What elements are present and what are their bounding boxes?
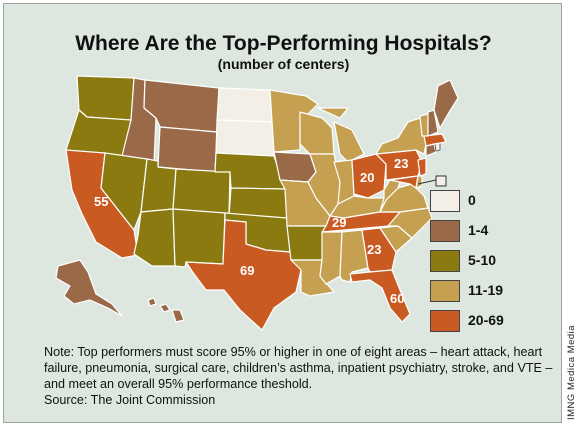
state-ME: [433, 79, 459, 129]
state-NH: [427, 109, 439, 137]
state-AK: [55, 259, 123, 317]
legend-label: 20-69: [468, 312, 504, 328]
legend-item-0: 0: [430, 190, 570, 212]
source-text: Source: The Joint Commission: [44, 393, 216, 407]
map-subtitle: (number of centers): [217, 56, 350, 72]
note-block: Note: Top performers must score 95% or h…: [44, 344, 554, 408]
legend-swatch: [430, 220, 460, 242]
state-MA: [423, 133, 447, 147]
state-HI: [147, 297, 185, 323]
legend-swatch: [430, 250, 460, 272]
state-CO: [172, 168, 231, 215]
state-WA: [76, 75, 135, 121]
state-MI: [317, 107, 365, 163]
state-NJ: [417, 157, 427, 177]
state-WI: [299, 111, 335, 155]
state-DC: [435, 175, 447, 187]
label-FL: 60: [390, 291, 404, 306]
state-WY: [157, 126, 218, 173]
state-FL: [349, 269, 411, 323]
state-AZ: [133, 208, 176, 267]
state-TX: [185, 219, 302, 331]
label-PA: 23: [394, 156, 408, 171]
label-CA: 55: [94, 194, 108, 209]
legend-label: 1-4: [468, 222, 489, 238]
state-SD: [215, 119, 275, 157]
label-GA: 23: [367, 242, 381, 257]
legend-label: 11-19: [468, 282, 504, 298]
legend-label: 5-10: [468, 252, 497, 268]
label-TX: 69: [240, 263, 254, 278]
state-NM: [172, 208, 226, 268]
legend-swatch: [430, 280, 460, 302]
state-MS: [319, 231, 343, 285]
legend-item-20-69: 20-69: [430, 310, 570, 332]
state-VT: [419, 113, 429, 137]
legend-item-5-10: 5-10: [430, 250, 570, 272]
legend-swatch: [430, 190, 460, 212]
label-TN: 29: [332, 215, 346, 230]
state-MD: [389, 175, 419, 189]
map-title: Where Are the Top-Performing Hospitals?: [75, 32, 492, 55]
state-NY: [375, 117, 427, 155]
legend-item-1-4: 1-4: [430, 220, 570, 242]
state-AR: [286, 225, 327, 261]
credit-text: IMNG Medica Media: [566, 324, 577, 420]
label-OH: 20: [360, 170, 374, 185]
state-IA: [273, 151, 317, 183]
dc-leader-line: [417, 179, 437, 185]
map-panel: 55 69 60 23 29 20 23 DC Where Are the To…: [3, 3, 562, 423]
legend-item-11-19: 11-19: [430, 280, 570, 302]
legend-swatch: [430, 310, 460, 332]
legend-label: 0: [468, 192, 476, 208]
state-ND: [216, 87, 274, 123]
note-text: Note: Top performers must score 95% or h…: [44, 345, 553, 391]
state-NV: [100, 152, 148, 231]
